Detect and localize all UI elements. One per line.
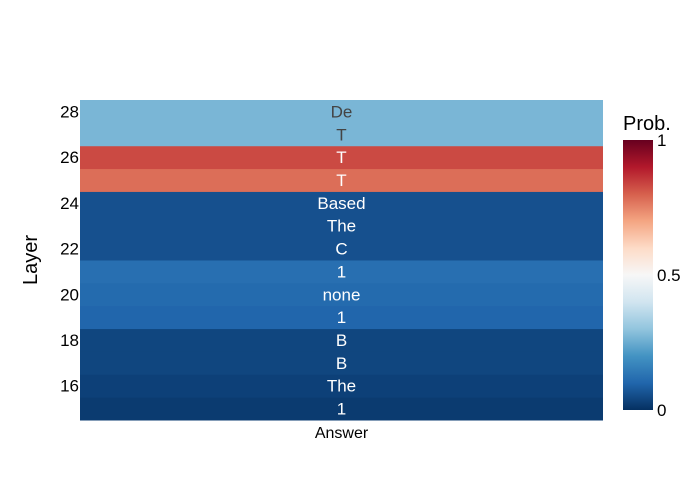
heatmap-cell-layer-24 (80, 191, 603, 215)
heatmap-cell-layer-15 (80, 397, 603, 421)
y-tick-label: 18 (60, 331, 79, 350)
y-tick-label: 16 (60, 377, 79, 396)
heatmap-cell-label: C (335, 240, 347, 259)
colorbar-tick-label: 1 (657, 131, 666, 150)
heatmap-cell-layer-28 (80, 100, 603, 124)
heatmap-cell-label: T (336, 148, 346, 167)
colorbar-tick-label: 0 (657, 401, 666, 420)
heatmap-cell-label: Based (317, 194, 365, 213)
heatmap-cell-layer-16 (80, 374, 603, 398)
heatmap-cell-label: T (336, 171, 346, 190)
x-tick-label: Answer (315, 425, 369, 442)
y-axis-ticks: 16 18 20 22 24 26 28 (60, 102, 79, 395)
heatmap-cell-label: B (336, 354, 347, 373)
heatmap-cell-layer-19 (80, 305, 603, 330)
colorbar-tick-label: 0.5 (657, 266, 681, 285)
heatmap-cell-layer-22 (80, 237, 603, 261)
heatmap-cell-label: 1 (337, 400, 346, 419)
heatmap-cell-layer-23 (80, 214, 603, 238)
y-tick-label: 28 (60, 102, 79, 121)
heatmap-cell-label: B (336, 331, 347, 350)
colorbar-ticks: 00.51 (657, 131, 681, 420)
y-axis-title: Layer (20, 235, 42, 285)
heatmap-cell-label: De (331, 102, 353, 121)
heatmap-cell-layer-20 (80, 282, 603, 307)
heatmap-cell-label: The (327, 217, 356, 236)
colorbar-title: Prob. (623, 113, 671, 135)
heatmap-cells (80, 100, 603, 421)
heatmap-cell-label: The (327, 377, 356, 396)
heatmap-cell-label: T (336, 125, 346, 144)
heatmap-cell-layer-27 (80, 122, 603, 147)
heatmap-cell-layer-21 (80, 260, 603, 284)
heatmap-cell-label: 1 (337, 308, 346, 327)
y-tick-label: 22 (60, 240, 79, 259)
heatmap-cell-layer-17 (80, 351, 603, 375)
y-tick-label: 24 (60, 194, 79, 213)
heatmap-cell-label: 1 (337, 262, 346, 281)
y-tick-label: 26 (60, 148, 79, 167)
heatmap-cell-layer-26 (80, 145, 603, 170)
heatmap-cell-label: none (323, 285, 361, 304)
colorbar (623, 140, 653, 410)
heatmap-cell-layer-25 (80, 168, 603, 192)
y-tick-label: 20 (60, 285, 79, 304)
heatmap-cell-layer-18 (80, 328, 603, 352)
